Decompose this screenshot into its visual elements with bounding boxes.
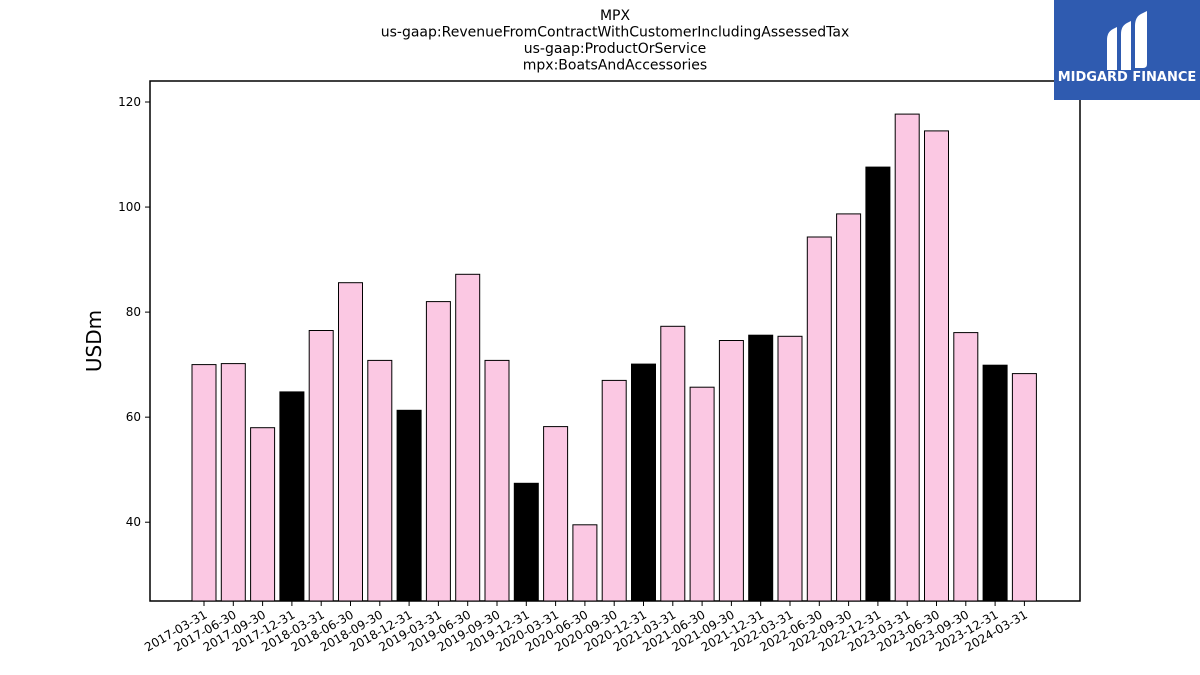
bar-2019-06-30	[455, 273, 481, 602]
y-axis-label: USDm	[82, 310, 106, 372]
bar-2019-09-30	[484, 359, 510, 602]
title-line: mpx:BoatsAndAccessories	[523, 58, 707, 74]
bar-2024-03-31	[1011, 373, 1037, 602]
bar-2019-03-31	[425, 301, 451, 602]
bar-2019-12-31	[513, 482, 539, 602]
x-axis: 2017-03-312017-06-302017-09-302017-12-31…	[142, 601, 1030, 654]
bar-2018-03-31	[308, 330, 334, 602]
bar-2020-09-30	[601, 379, 627, 602]
bar-2022-09-30	[836, 213, 862, 602]
bar-2021-09-30	[718, 340, 744, 602]
bar-2017-12-31	[279, 391, 305, 602]
bar-2022-06-30	[806, 236, 832, 602]
bar-2023-09-30	[953, 332, 979, 602]
y-tick-label: 100	[118, 200, 141, 214]
bars	[191, 113, 1037, 602]
bar-2023-06-30	[924, 130, 949, 602]
bar-2017-06-30	[220, 363, 246, 602]
y-tick-label: 40	[126, 515, 141, 529]
brand-logo: MIDGARD FINANCE	[1054, 0, 1200, 100]
bar-2020-06-30	[572, 524, 598, 602]
y-tick-label: 80	[126, 305, 141, 319]
logo-text: MIDGARD FINANCE	[1058, 70, 1197, 85]
y-tick-label: 120	[118, 95, 141, 109]
bar-2018-12-31	[396, 409, 422, 602]
bar-2022-03-31	[777, 335, 803, 602]
bar-2017-03-31	[191, 364, 217, 602]
title-line: MPX	[600, 8, 631, 24]
chart-title: MPXus-gaap:RevenueFromContractWithCustom…	[381, 8, 850, 74]
bar-2021-06-30	[689, 386, 715, 602]
title-line: us-gaap:RevenueFromContractWithCustomerI…	[381, 25, 850, 41]
bar-2022-12-31	[865, 166, 891, 602]
bar-2017-09-30	[250, 427, 276, 602]
bar-2021-12-31	[748, 334, 774, 602]
bar-2020-12-31	[631, 363, 656, 602]
bar-2018-06-30	[338, 282, 363, 602]
bar-2023-03-31	[894, 113, 920, 602]
title-line: us-gaap:ProductOrService	[524, 41, 707, 57]
y-axis: 40 60 80 100 120	[118, 95, 150, 529]
y-tick-label: 60	[126, 410, 141, 424]
bar-2018-09-30	[367, 359, 393, 602]
bar-2023-12-31	[982, 364, 1008, 602]
bar-2020-03-31	[543, 426, 569, 602]
logo-mark-icon	[1107, 11, 1147, 70]
bar-2021-03-31	[660, 325, 686, 602]
